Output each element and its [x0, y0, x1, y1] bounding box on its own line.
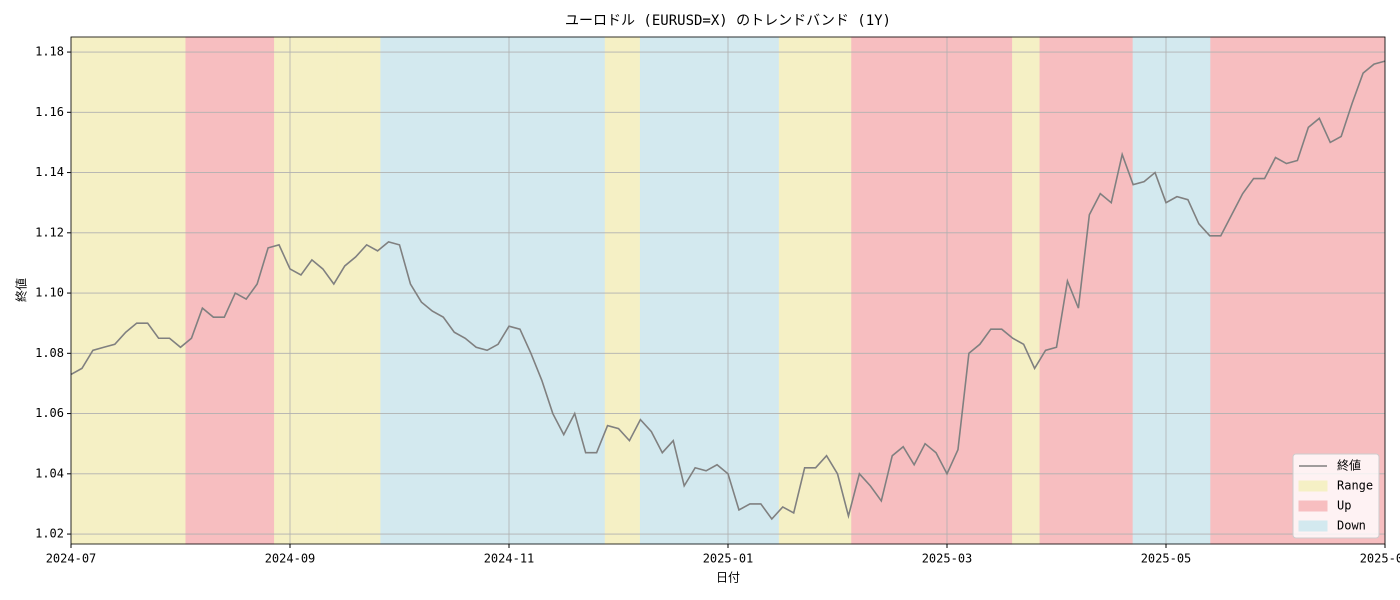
x-tick-label: 2025-07 [1360, 552, 1400, 566]
y-tick-label: 1.12 [35, 225, 64, 239]
y-tick-label: 1.02 [35, 527, 64, 541]
trend-band [1209, 36, 1260, 545]
y-tick-label: 1.04 [35, 466, 64, 480]
y-tick-label: 1.14 [35, 165, 64, 179]
trend-band [851, 36, 1013, 545]
x-tick-label: 2024-07 [46, 552, 97, 566]
y-tick-label: 1.18 [35, 45, 64, 59]
x-tick-label: 2025-03 [922, 552, 973, 566]
trend-band [827, 36, 853, 545]
trend-band [1039, 36, 1134, 545]
trend-band [1132, 36, 1211, 545]
legend-label: 終値 [1337, 458, 1361, 473]
y-axis-label: 終値 [14, 278, 29, 302]
x-tick-label: 2024-09 [265, 552, 316, 566]
legend-label: Up [1337, 499, 1351, 513]
trend-band [185, 36, 275, 545]
trend-band [777, 36, 829, 545]
y-tick-label: 1.08 [35, 346, 64, 360]
legend-label: Range [1337, 479, 1373, 493]
trend-band [1011, 36, 1041, 545]
legend-swatch [1298, 480, 1328, 492]
y-tick-label: 1.10 [35, 286, 64, 300]
trend-band [380, 36, 605, 545]
legend-label: Down [1337, 519, 1366, 533]
trend-band [130, 36, 187, 545]
price-line [70, 60, 1386, 521]
plot-frame [70, 36, 1386, 545]
legend-swatch [1298, 500, 1328, 512]
trend-band [70, 36, 132, 545]
chart-title: ユーロドル (EURUSD=X) のトレンドバンド (1Y) [565, 13, 891, 29]
legend-box [1292, 453, 1380, 539]
x-axis-label: 日付 [716, 571, 740, 585]
y-tick-label: 1.06 [35, 406, 64, 420]
x-tick-label: 2025-01 [703, 552, 754, 566]
x-tick-label: 2024-11 [484, 552, 535, 566]
legend-swatch [1298, 520, 1328, 532]
trend-band [336, 36, 382, 545]
y-tick-label: 1.16 [35, 105, 64, 119]
trend-band [603, 36, 641, 545]
trend-band [639, 36, 779, 545]
trend-band [273, 36, 338, 545]
x-tick-label: 2025-05 [1141, 552, 1192, 566]
